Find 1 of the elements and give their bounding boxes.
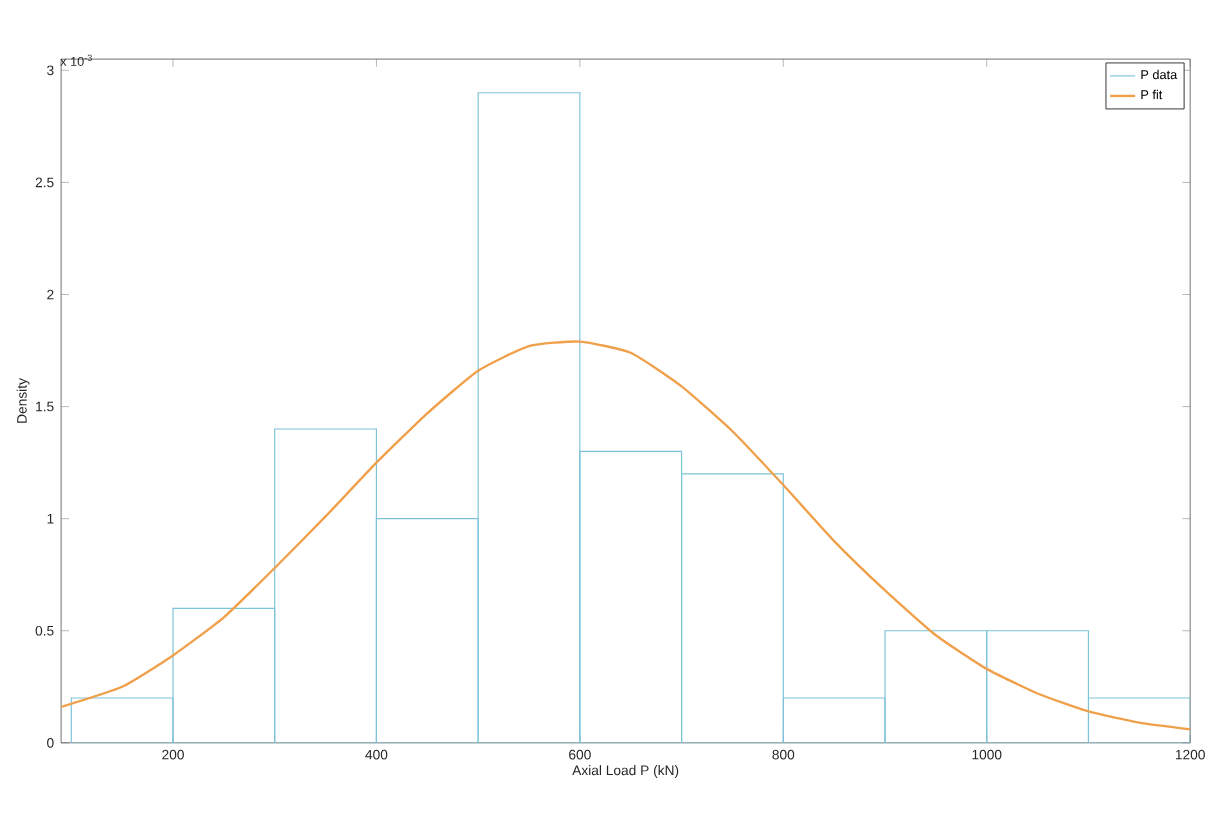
line-series (61, 340, 1191, 731)
